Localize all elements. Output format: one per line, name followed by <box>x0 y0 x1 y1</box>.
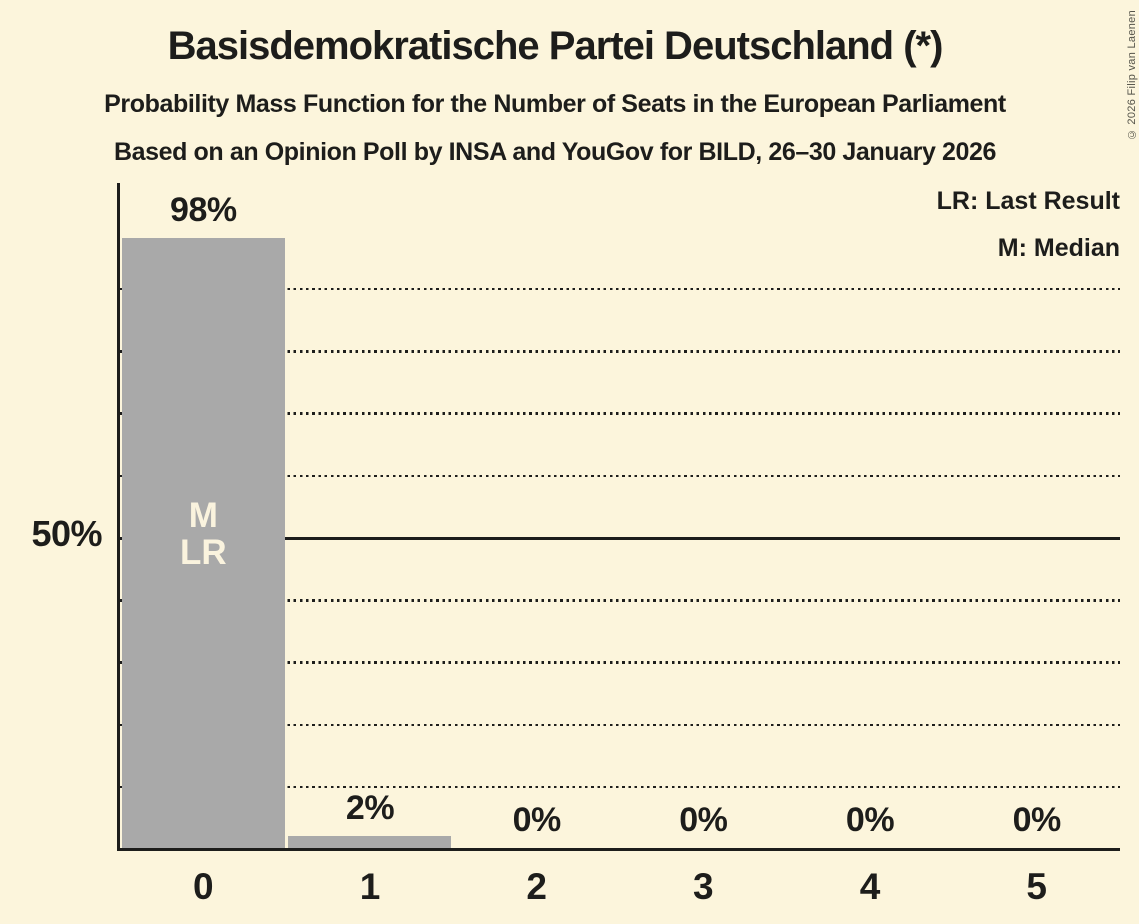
legend-last-result: LR: Last Result <box>936 187 1120 215</box>
chart-title: Basisdemokratische Partei Deutschland (*… <box>167 24 944 68</box>
bar-value-label: 2% <box>345 788 395 827</box>
copyright-notice: © 2026 Filip van Laenen <box>1126 10 1138 141</box>
bar-column-4: 0% <box>787 183 954 848</box>
bar-column-3: 0% <box>620 183 787 848</box>
x-tick-0: 0 <box>193 866 214 907</box>
y-axis-line <box>117 183 120 851</box>
bar-column-5: 0% <box>953 183 1120 848</box>
x-axis-line <box>117 848 1120 851</box>
chart-subtitle-poll: Based on an Opinion Poll by INSA and You… <box>113 138 997 166</box>
bar-value-label: 0% <box>845 801 895 839</box>
x-tick-5: 5 <box>1026 866 1047 907</box>
bar-column-2: 0% <box>453 183 620 848</box>
bar-seat-0 <box>121 238 285 848</box>
median-last-result-annotation: M LR <box>120 497 287 571</box>
plot-area: 98% M LR 2% 0% 0% 0% 0% <box>117 183 1120 851</box>
chart-subtitle-pmf: Probability Mass Function for the Number… <box>104 90 1006 118</box>
bar-column-1: 2% <box>287 183 454 848</box>
y-axis-tick-label: 50% <box>31 513 102 554</box>
bar-column-0: 98% M LR <box>120 183 287 848</box>
bar-value-label: 98% <box>170 191 237 229</box>
bar-seat-1 <box>288 835 452 848</box>
x-tick-2: 2 <box>526 866 547 907</box>
x-axis-tick-labels: 0 1 2 3 4 5 <box>120 866 1120 912</box>
bar-value-label: 0% <box>512 801 562 839</box>
x-tick-3: 3 <box>693 866 714 907</box>
legend-median: M: Median <box>997 234 1120 262</box>
bar-value-label: 0% <box>1012 801 1062 839</box>
bar-value-label: 0% <box>679 801 728 839</box>
median-marker: M <box>188 496 218 535</box>
x-tick-1: 1 <box>359 866 381 907</box>
last-result-marker: LR <box>180 533 227 572</box>
x-tick-4: 4 <box>859 866 881 907</box>
